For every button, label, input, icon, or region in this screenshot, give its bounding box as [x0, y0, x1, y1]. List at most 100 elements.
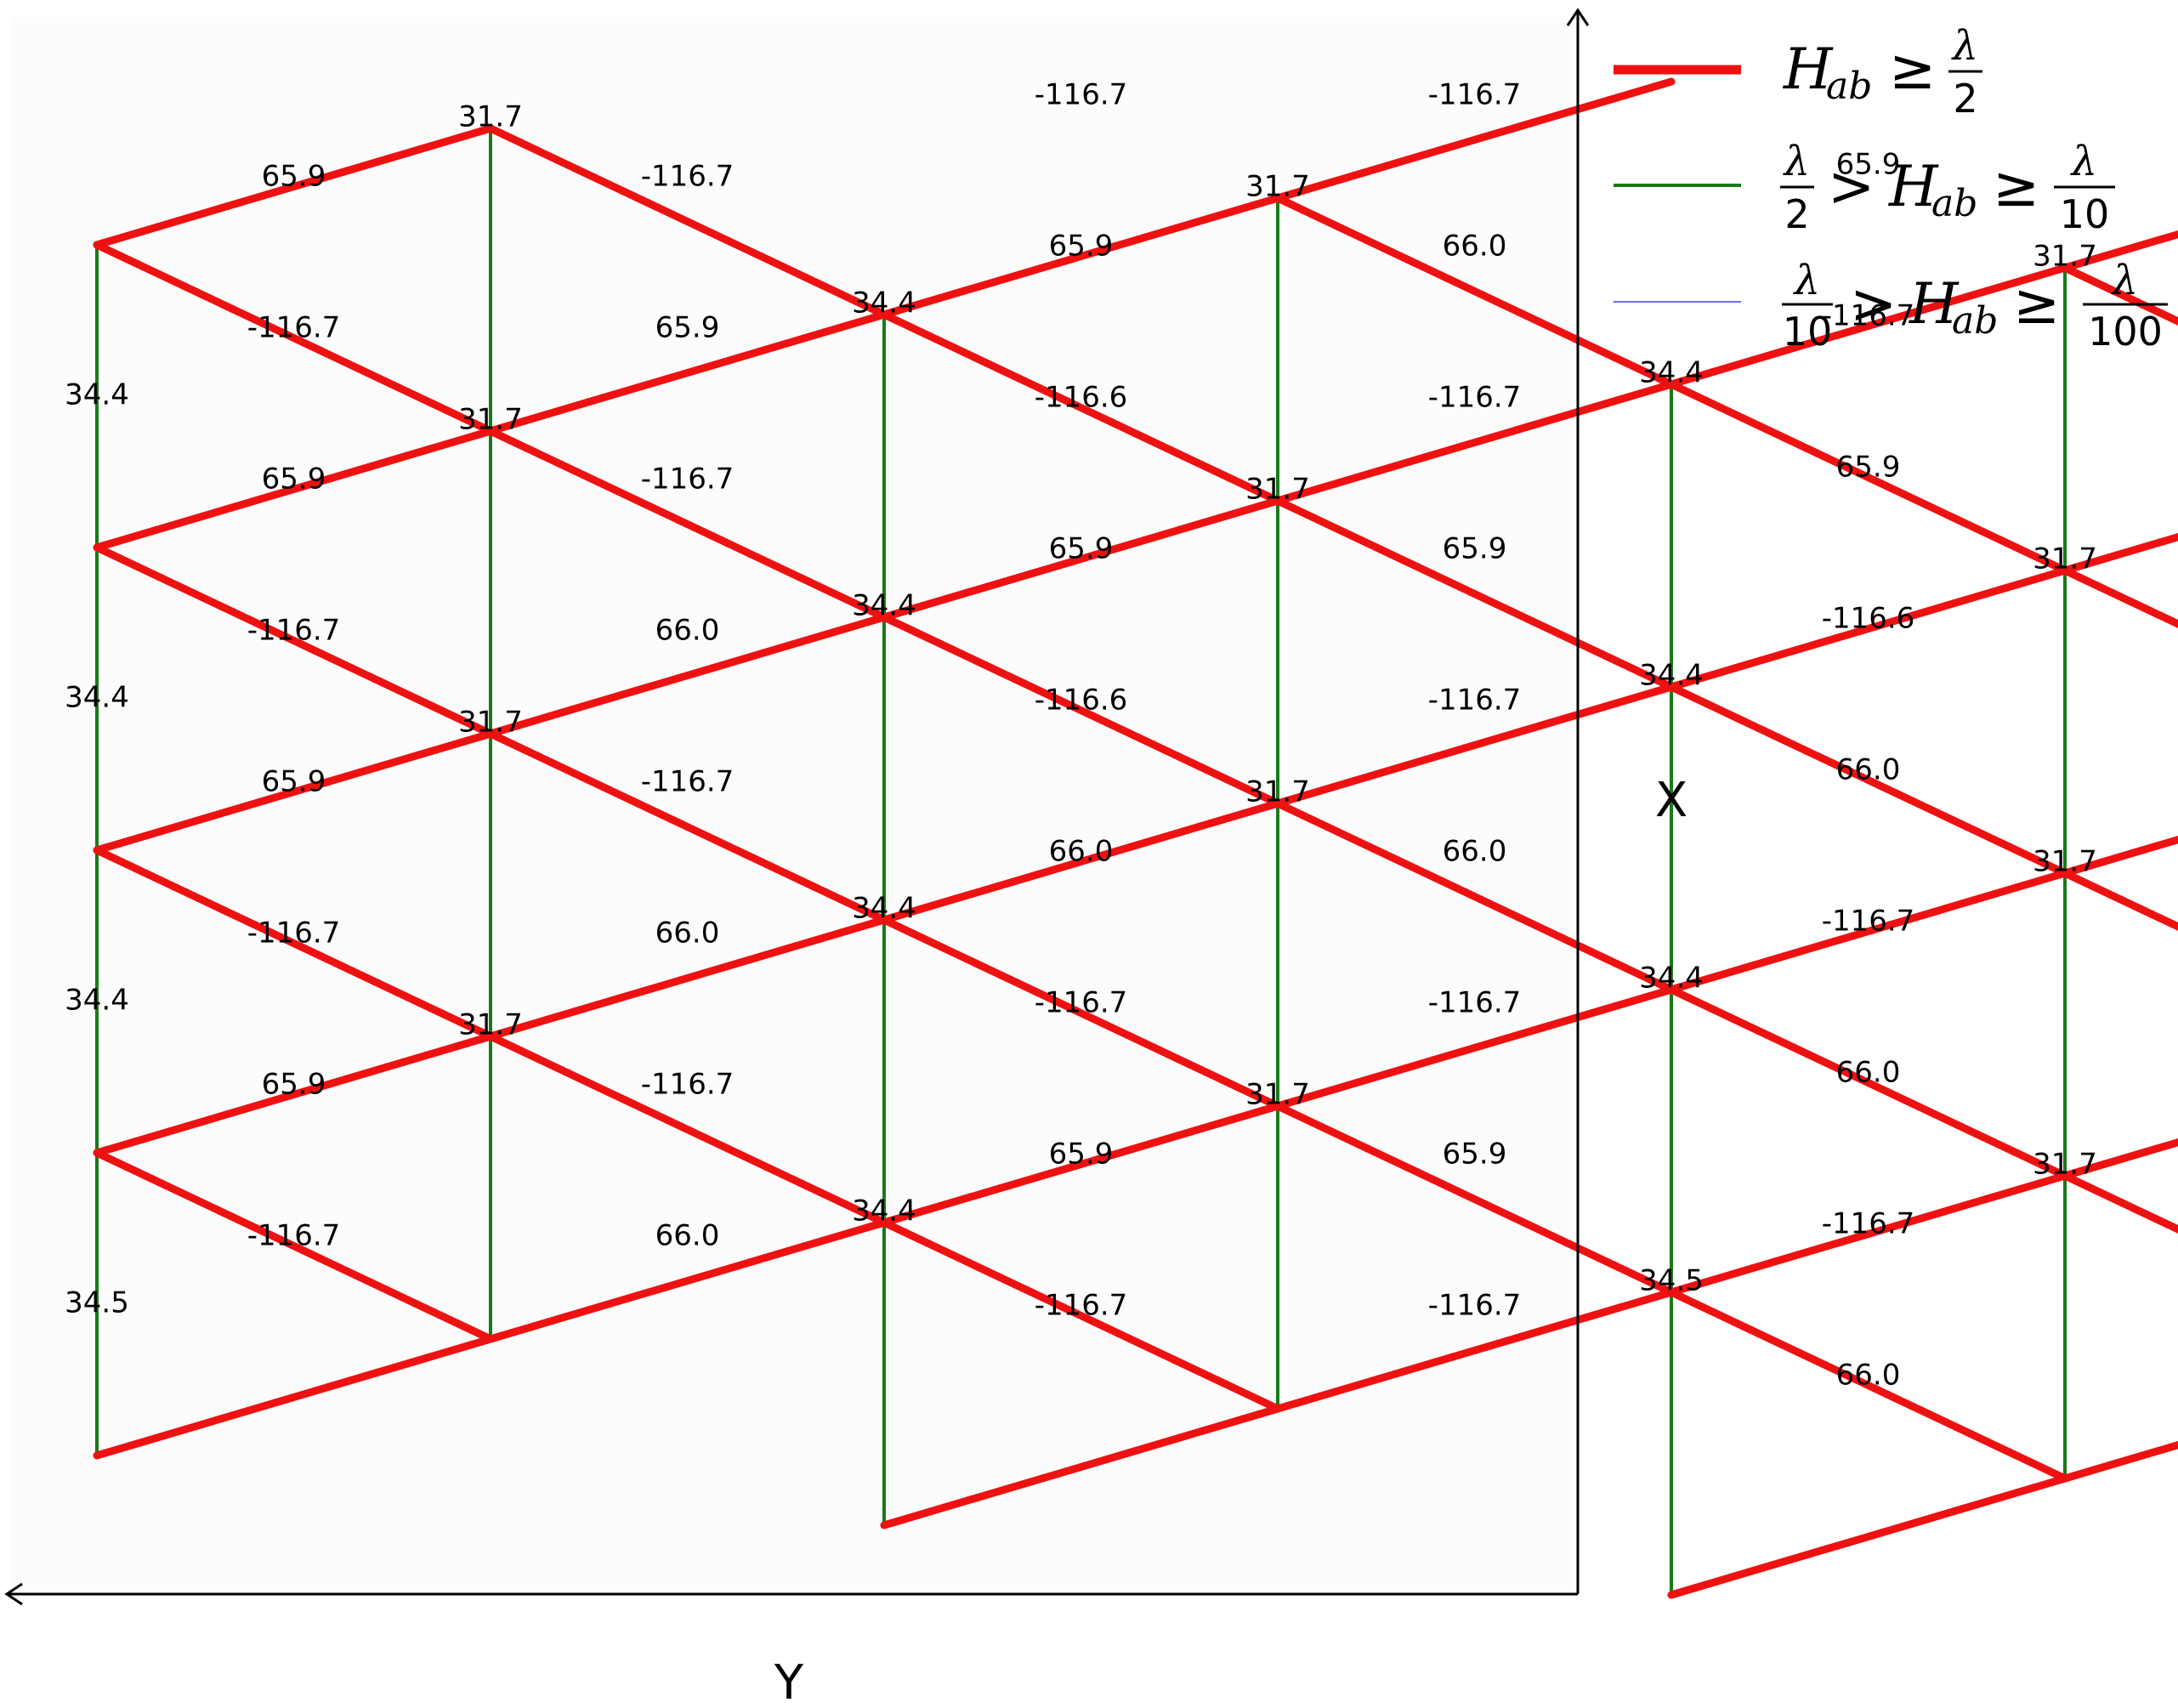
edge-label: 66.0 [1443, 230, 1507, 264]
edge-label: 66.0 [1836, 1056, 1901, 1090]
legend-upper-den: 10 [1783, 309, 1833, 355]
edge-label: 66.0 [655, 1219, 720, 1253]
edge-label: 65.9 [1443, 1138, 1507, 1172]
legend-relation-2: ≥ [1993, 154, 2039, 219]
strong-edge [93, 543, 495, 738]
strong-edge [93, 1335, 495, 1460]
strong-edge [1667, 1172, 2069, 1297]
strong-edge [486, 613, 888, 738]
edge-label: 34.5 [65, 1286, 129, 1320]
edge-label: -116.7 [1428, 381, 1522, 415]
strong-edge [2061, 230, 2178, 272]
legend-lower-den: 10 [2060, 191, 2110, 237]
strong-edge [880, 799, 1282, 924]
edge-label: 31.7 [2033, 542, 2097, 576]
strong-edges [93, 77, 2178, 1599]
edge-label: -116.7 [1822, 299, 1915, 333]
strong-edge [2061, 869, 2178, 931]
strong-edge [486, 729, 888, 924]
edge-label: 31.7 [1245, 775, 1310, 809]
edge-label: -116.7 [641, 462, 735, 497]
edge-label: -116.6 [1035, 381, 1128, 415]
edge-label: 66.0 [1836, 753, 1901, 787]
strong-edge [880, 1102, 1282, 1227]
edge-label: 31.7 [2033, 1148, 2097, 1182]
edge-label: 66.0 [655, 614, 720, 648]
strong-edge [880, 194, 1282, 319]
legend-item-medium: λ 2 > H ab ≥ λ 10 [1614, 138, 2115, 237]
edge-label: 65.9 [1443, 532, 1507, 566]
edge-label: 34.4 [65, 681, 129, 715]
strong-edge [1273, 799, 1676, 994]
strong-edge [1667, 1474, 2069, 1599]
medium-edges [95, 127, 2067, 1597]
strong-edge [1667, 985, 2069, 1180]
strong-edge [93, 241, 495, 435]
edge-label: -116.7 [1428, 986, 1522, 1020]
plot-background [10, 17, 1574, 1594]
edge-label: -116.7 [247, 1219, 341, 1253]
edge-label: 31.7 [1245, 1078, 1310, 1112]
edge-label: -116.7 [1428, 1289, 1522, 1323]
edge-label: -116.7 [1428, 78, 1522, 112]
edge-label: -116.7 [641, 1068, 735, 1102]
legend-lower-num: λ [2070, 138, 2097, 185]
y-axis-arrowhead [4, 1582, 23, 1606]
strong-edge [880, 916, 1282, 1110]
edge-label: -116.7 [641, 160, 735, 194]
legend-item-weak: λ 10 > H ab ≥ λ 100 [1614, 257, 2168, 355]
edge-label: 31.7 [458, 403, 523, 437]
edge-label: -116.7 [1428, 684, 1522, 718]
legend-item-strong: H ab ≥ λ 2 [1614, 22, 1982, 122]
edge-label: -116.7 [247, 614, 341, 648]
strong-edge [1273, 683, 1676, 808]
strong-edge [1667, 683, 2069, 877]
edge-label: -116.6 [1035, 684, 1128, 718]
legend-relation: ≥ [1889, 37, 1936, 102]
strong-edge [1667, 264, 2069, 389]
edge-label: -116.7 [1035, 78, 1128, 112]
edge-label: 34.4 [1639, 659, 1704, 693]
edge-label: 66.0 [1836, 1359, 1901, 1393]
edge-label: -116.7 [1822, 1207, 1915, 1241]
legend-upper-num: λ [1783, 138, 1810, 185]
legend-symbol: H [1909, 271, 1960, 337]
edge-label: 65.9 [655, 311, 720, 345]
edge-label: 34.5 [1639, 1264, 1704, 1298]
strong-edge [1273, 1288, 1676, 1413]
edge-label: 31.7 [1245, 473, 1310, 507]
edge-label: 31.7 [458, 706, 523, 740]
strong-edge [486, 916, 888, 1041]
edge-label: 65.9 [1049, 230, 1114, 264]
strong-edge [93, 124, 495, 249]
legend-subscript: ab [1826, 65, 1872, 108]
strong-edge [2061, 264, 2178, 326]
legend-relation-2: ≥ [2013, 271, 2060, 337]
legend-lower-num: λ [1951, 22, 1978, 70]
edge-label: 65.9 [262, 765, 326, 799]
edge-label: 65.9 [1836, 148, 1901, 182]
edge-label: 65.9 [1836, 451, 1901, 485]
strong-edge [880, 310, 1282, 505]
legend-upper-num: λ [1793, 257, 1820, 304]
edge-label: 34.4 [852, 892, 916, 926]
strong-edge [2061, 835, 2178, 877]
edge-label: 31.7 [1245, 170, 1310, 204]
edge-label: 66.0 [1443, 835, 1507, 869]
y-axis-label: Y [774, 1655, 804, 1708]
edge-label: 65.9 [1049, 532, 1114, 566]
edge-label: 31.7 [458, 100, 523, 134]
strong-edge [2061, 1138, 2178, 1180]
strong-edge [93, 427, 495, 552]
edge-label: 34.4 [65, 984, 129, 1018]
edge-label: 31.7 [2033, 240, 2097, 274]
strong-edge [1273, 1102, 1676, 1297]
strong-edge [880, 613, 1282, 808]
strong-edge [93, 1149, 495, 1343]
strong-edge [486, 1218, 888, 1343]
strong-edge [486, 427, 888, 621]
legend-subscript: ab [1952, 299, 1998, 343]
edge-label: 65.9 [262, 160, 326, 194]
edge-label: 65.9 [262, 1068, 326, 1102]
